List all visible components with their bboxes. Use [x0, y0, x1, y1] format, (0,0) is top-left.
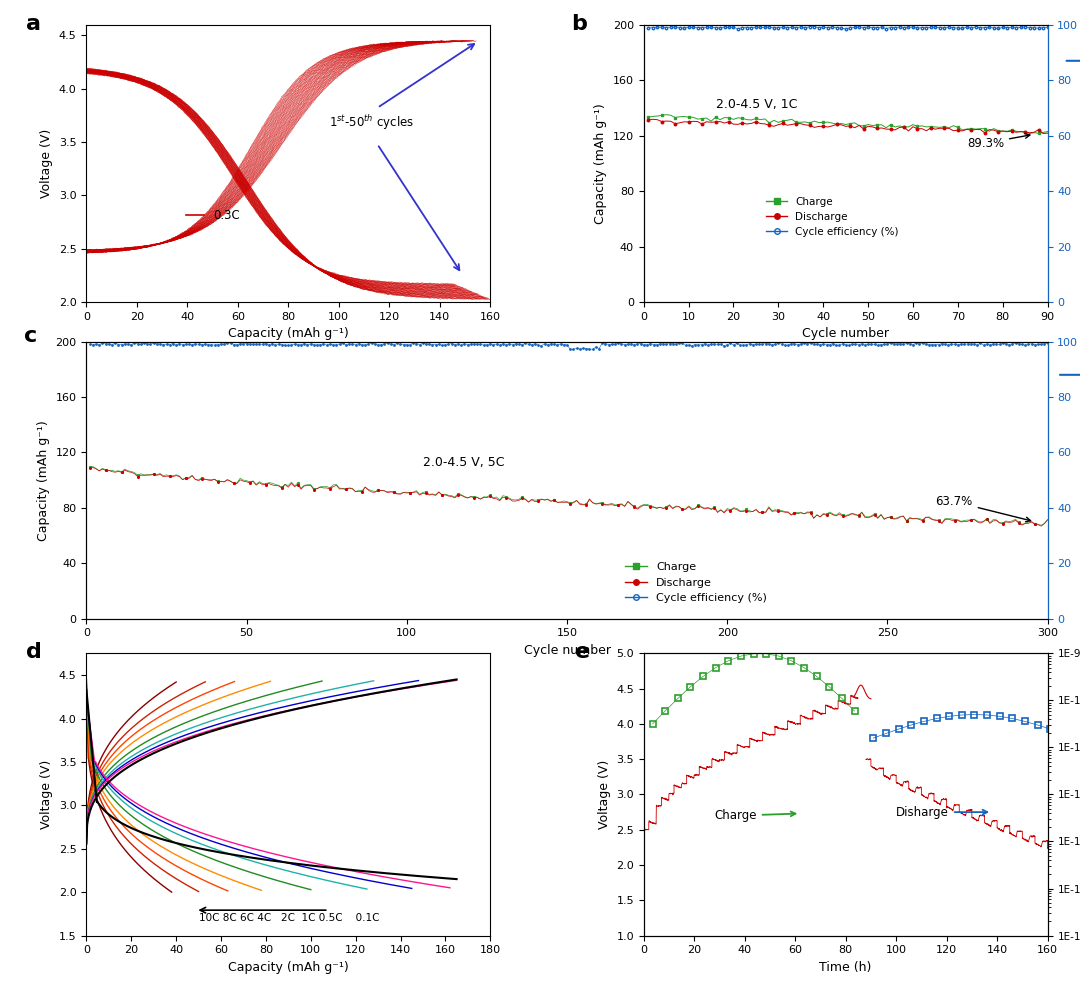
Text: Charge: Charge: [714, 809, 796, 822]
Y-axis label: Voltage (V): Voltage (V): [597, 760, 610, 829]
Text: Disharge: Disharge: [896, 806, 987, 819]
X-axis label: Cycle number: Cycle number: [802, 328, 889, 341]
X-axis label: Cycle number: Cycle number: [524, 644, 610, 657]
Y-axis label: Voltage (V): Voltage (V): [40, 129, 53, 198]
Y-axis label: Capacity (mAh g⁻¹): Capacity (mAh g⁻¹): [37, 420, 50, 541]
Text: 63.7%: 63.7%: [935, 495, 1030, 522]
Text: 1$^{st}$-50$^{th}$ cycles: 1$^{st}$-50$^{th}$ cycles: [328, 114, 414, 133]
X-axis label: Capacity (mAh g⁻¹): Capacity (mAh g⁻¹): [228, 328, 349, 341]
X-axis label: Time (h): Time (h): [820, 961, 872, 974]
Text: e: e: [575, 643, 590, 662]
Y-axis label: Voltage (V): Voltage (V): [40, 760, 53, 829]
Legend: Charge, Discharge, Cycle efficiency (%): Charge, Discharge, Cycle efficiency (%): [762, 192, 903, 242]
Legend: 0.3C: 0.3C: [181, 204, 244, 227]
Text: 89.3%: 89.3%: [967, 134, 1030, 149]
Text: d: d: [26, 643, 42, 662]
Text: 2.0-4.5 V, 1C: 2.0-4.5 V, 1C: [716, 98, 798, 111]
Text: 10C 8C 6C 4C   2C  1C 0.5C    0.1C: 10C 8C 6C 4C 2C 1C 0.5C 0.1C: [200, 913, 380, 923]
Y-axis label: Capacity (mAh g⁻¹): Capacity (mAh g⁻¹): [594, 103, 607, 224]
Text: 2.0-4.5 V, 5C: 2.0-4.5 V, 5C: [422, 456, 504, 469]
Text: c: c: [24, 327, 37, 346]
Legend: Charge, Discharge, Cycle efficiency (%): Charge, Discharge, Cycle efficiency (%): [621, 557, 771, 608]
Text: a: a: [26, 14, 41, 34]
X-axis label: Capacity (mAh g⁻¹): Capacity (mAh g⁻¹): [228, 961, 349, 974]
Text: b: b: [571, 14, 586, 34]
